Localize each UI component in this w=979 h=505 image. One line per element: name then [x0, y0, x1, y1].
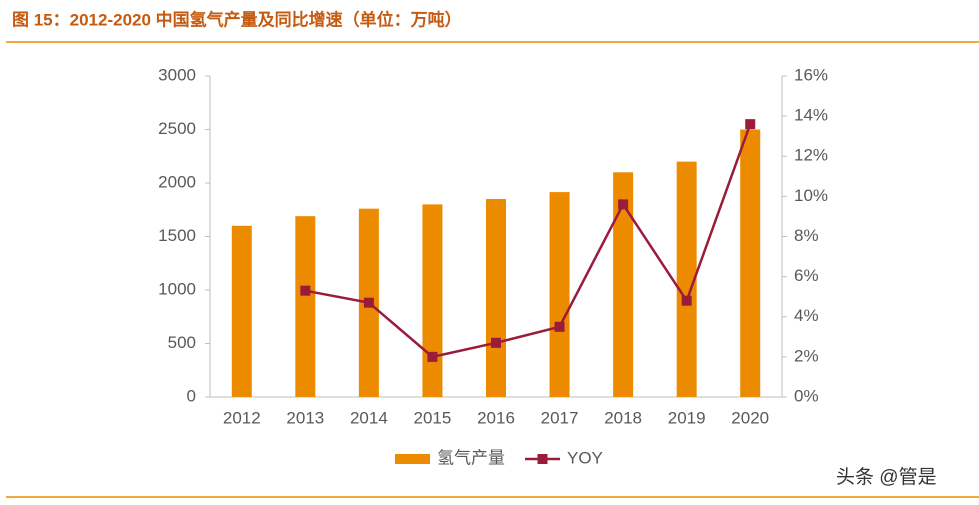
- y2-tick-label: 12%: [794, 146, 828, 165]
- line-marker: [363, 297, 374, 308]
- y2-tick-label: 10%: [794, 186, 828, 205]
- bar: [486, 199, 506, 397]
- y-tick-label: 1000: [158, 279, 196, 298]
- watermark: 头条 @管是: [836, 466, 937, 488]
- line-marker: [554, 321, 565, 332]
- legend-label: YOY: [567, 448, 603, 467]
- x-tick-label: 2020: [731, 408, 769, 427]
- y-tick-label: 2000: [158, 172, 196, 191]
- y2-tick-label: 16%: [794, 65, 828, 84]
- line-marker: [427, 351, 438, 362]
- y2-tick-label: 14%: [794, 106, 828, 125]
- x-tick-label: 2018: [604, 408, 642, 427]
- y-tick-label: 3000: [158, 65, 196, 84]
- y-tick-label: 0: [187, 386, 196, 405]
- y2-tick-label: 2%: [794, 346, 819, 365]
- y-tick-label: 1500: [158, 226, 196, 245]
- bar: [231, 225, 252, 397]
- x-tick-label: 2015: [414, 408, 452, 427]
- y2-tick-label: 4%: [794, 306, 819, 325]
- x-tick-label: 2013: [286, 408, 324, 427]
- x-tick-label: 2012: [223, 408, 261, 427]
- line-marker: [681, 295, 692, 306]
- x-tick-label: 2017: [541, 408, 579, 427]
- legend-swatch: [537, 454, 548, 464]
- y-tick-label: 2500: [158, 119, 196, 138]
- bar: [422, 204, 443, 397]
- y2-tick-label: 0%: [794, 386, 819, 405]
- line-marker: [491, 337, 501, 348]
- x-tick-label: 2016: [477, 408, 515, 427]
- legend-swatch: [395, 454, 430, 464]
- y2-tick-label: 6%: [794, 266, 819, 285]
- y2-tick-label: 8%: [794, 226, 819, 245]
- bar: [676, 161, 697, 397]
- y-tick-label: 500: [168, 333, 196, 352]
- bar: [740, 129, 761, 397]
- line-marker: [745, 119, 756, 130]
- x-tick-label: 2019: [668, 408, 706, 427]
- chart-title: 图 15：2012-2020 中国氢气产量及同比增速（单位：万吨）: [12, 9, 462, 29]
- legend-label: 氢气产量: [437, 448, 505, 467]
- bar: [549, 192, 570, 397]
- line: [305, 123, 752, 359]
- line-marker: [300, 285, 311, 296]
- x-tick-label: 2014: [350, 408, 388, 427]
- bar: [613, 172, 634, 397]
- bar: [295, 216, 316, 397]
- line-marker: [618, 199, 629, 210]
